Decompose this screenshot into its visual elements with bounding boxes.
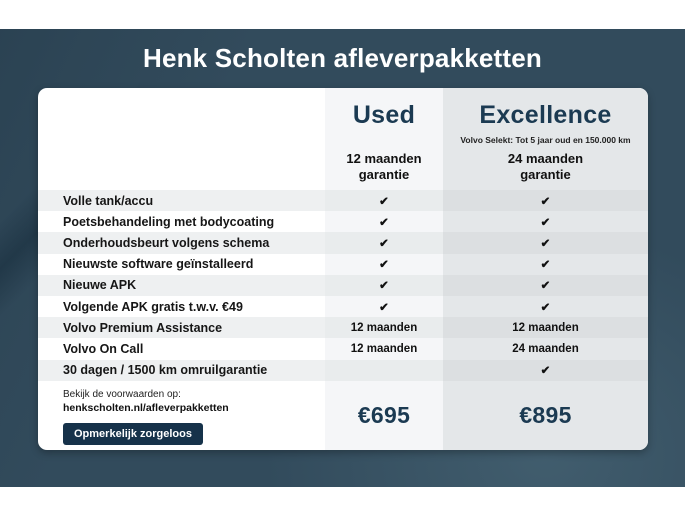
warranty-line2-excellence: garantie bbox=[520, 167, 571, 182]
table-row: Poetsbehandeling met bodycoating ✔ ✔ bbox=[38, 211, 648, 233]
used-value: ✔ bbox=[325, 232, 443, 254]
table-row: Onderhoudsbeurt volgens schema ✔ ✔ bbox=[38, 232, 648, 254]
used-value: ✔ bbox=[325, 253, 443, 275]
used-value: ✔ bbox=[325, 211, 443, 233]
feature-label: Volvo Premium Assistance bbox=[38, 317, 325, 339]
table-row: Volgende APK gratis t.w.v. €49 ✔ ✔ bbox=[38, 295, 648, 318]
conditions-block: Bekijk de voorwaarden op: henkscholten.n… bbox=[38, 381, 325, 450]
used-value: ✔ bbox=[325, 190, 443, 212]
used-value: 12 maanden bbox=[325, 338, 443, 360]
excellence-value: ✔ bbox=[443, 232, 648, 254]
excellence-value: ✔ bbox=[443, 211, 648, 233]
feature-label: Volgende APK gratis t.w.v. €49 bbox=[63, 299, 243, 314]
used-value: 12 maanden bbox=[325, 317, 443, 339]
column-header-used: Used 12 maanden garantie bbox=[325, 88, 443, 190]
column-header-excellence: Excellence Volvo Selekt: Tot 5 jaar oud … bbox=[443, 88, 648, 190]
excellence-value: ✔ bbox=[443, 295, 648, 318]
price-excellence: €895 bbox=[443, 380, 648, 450]
warranty-line1-excellence: 24 maanden bbox=[507, 151, 584, 166]
warranty-line2-used: garantie bbox=[358, 167, 410, 182]
feature-label: Poetsbehandeling met bodycoating bbox=[63, 214, 275, 229]
table-row: Nieuwe APK ✔ ✔ bbox=[38, 274, 648, 296]
conditions-url: henkscholten.nl/afleverpakketten bbox=[63, 401, 229, 414]
excellence-value: ✔ bbox=[443, 274, 648, 296]
warranty-line1-used: 12 maanden bbox=[346, 151, 422, 166]
card-footer: Bekijk de voorwaarden op: henkscholten.n… bbox=[38, 380, 648, 450]
price-used: €695 bbox=[325, 380, 443, 450]
used-value: ✔ bbox=[325, 274, 443, 296]
header-spacer bbox=[38, 88, 325, 190]
feature-label: Nieuwe APK bbox=[38, 274, 325, 296]
excellence-value: ✔ bbox=[443, 190, 648, 212]
package-warranty-excellence: 24 maanden garantie bbox=[443, 151, 648, 183]
used-value: ✔ bbox=[325, 295, 443, 318]
excellence-value: ✔ bbox=[443, 359, 648, 381]
slogan-button[interactable]: Opmerkelijk zorgeloos bbox=[63, 422, 203, 445]
package-subtitle-excellence: Volvo Selekt: Tot 5 jaar oud en 150.000 … bbox=[460, 135, 631, 145]
feature-label: Onderhoudsbeurt volgens schema bbox=[38, 232, 325, 254]
table-row: 30 dagen / 1500 km omruilgarantie ✔ bbox=[38, 359, 648, 381]
feature-label: 30 dagen / 1500 km omruilgarantie bbox=[38, 359, 325, 381]
table-row: Volvo Premium Assistance 12 maanden 12 m… bbox=[38, 317, 648, 339]
excellence-value: 24 maanden bbox=[443, 338, 648, 360]
table-row: Volvo On Call 12 maanden 24 maanden bbox=[38, 338, 648, 360]
package-name-excellence: Excellence bbox=[479, 101, 612, 129]
excellence-value: 12 maanden bbox=[443, 317, 648, 339]
table-row: Nieuwste software geïnstalleerd ✔ ✔ bbox=[38, 253, 648, 275]
feature-label: Nieuwste software geïnstalleerd bbox=[63, 257, 254, 272]
pricing-comparison-card: Used 12 maanden garantie Excellence Volv… bbox=[38, 88, 648, 450]
package-name-used: Used bbox=[352, 101, 416, 129]
feature-label: Volle tank/accu bbox=[38, 190, 325, 212]
feature-table: Volle tank/accu ✔ ✔ Poetsbehandeling met… bbox=[38, 190, 648, 381]
conditions-text: Bekijk de voorwaarden op: bbox=[63, 388, 181, 400]
card-header: Used 12 maanden garantie Excellence Volv… bbox=[38, 88, 648, 190]
feature-label: Volvo On Call bbox=[63, 341, 144, 356]
page-title: Henk Scholten afleverpakketten bbox=[142, 43, 543, 73]
package-warranty-used: 12 maanden garantie bbox=[325, 151, 443, 183]
excellence-value: ✔ bbox=[443, 253, 648, 275]
table-row: Volle tank/accu ✔ ✔ bbox=[38, 190, 648, 212]
used-value bbox=[325, 359, 443, 381]
